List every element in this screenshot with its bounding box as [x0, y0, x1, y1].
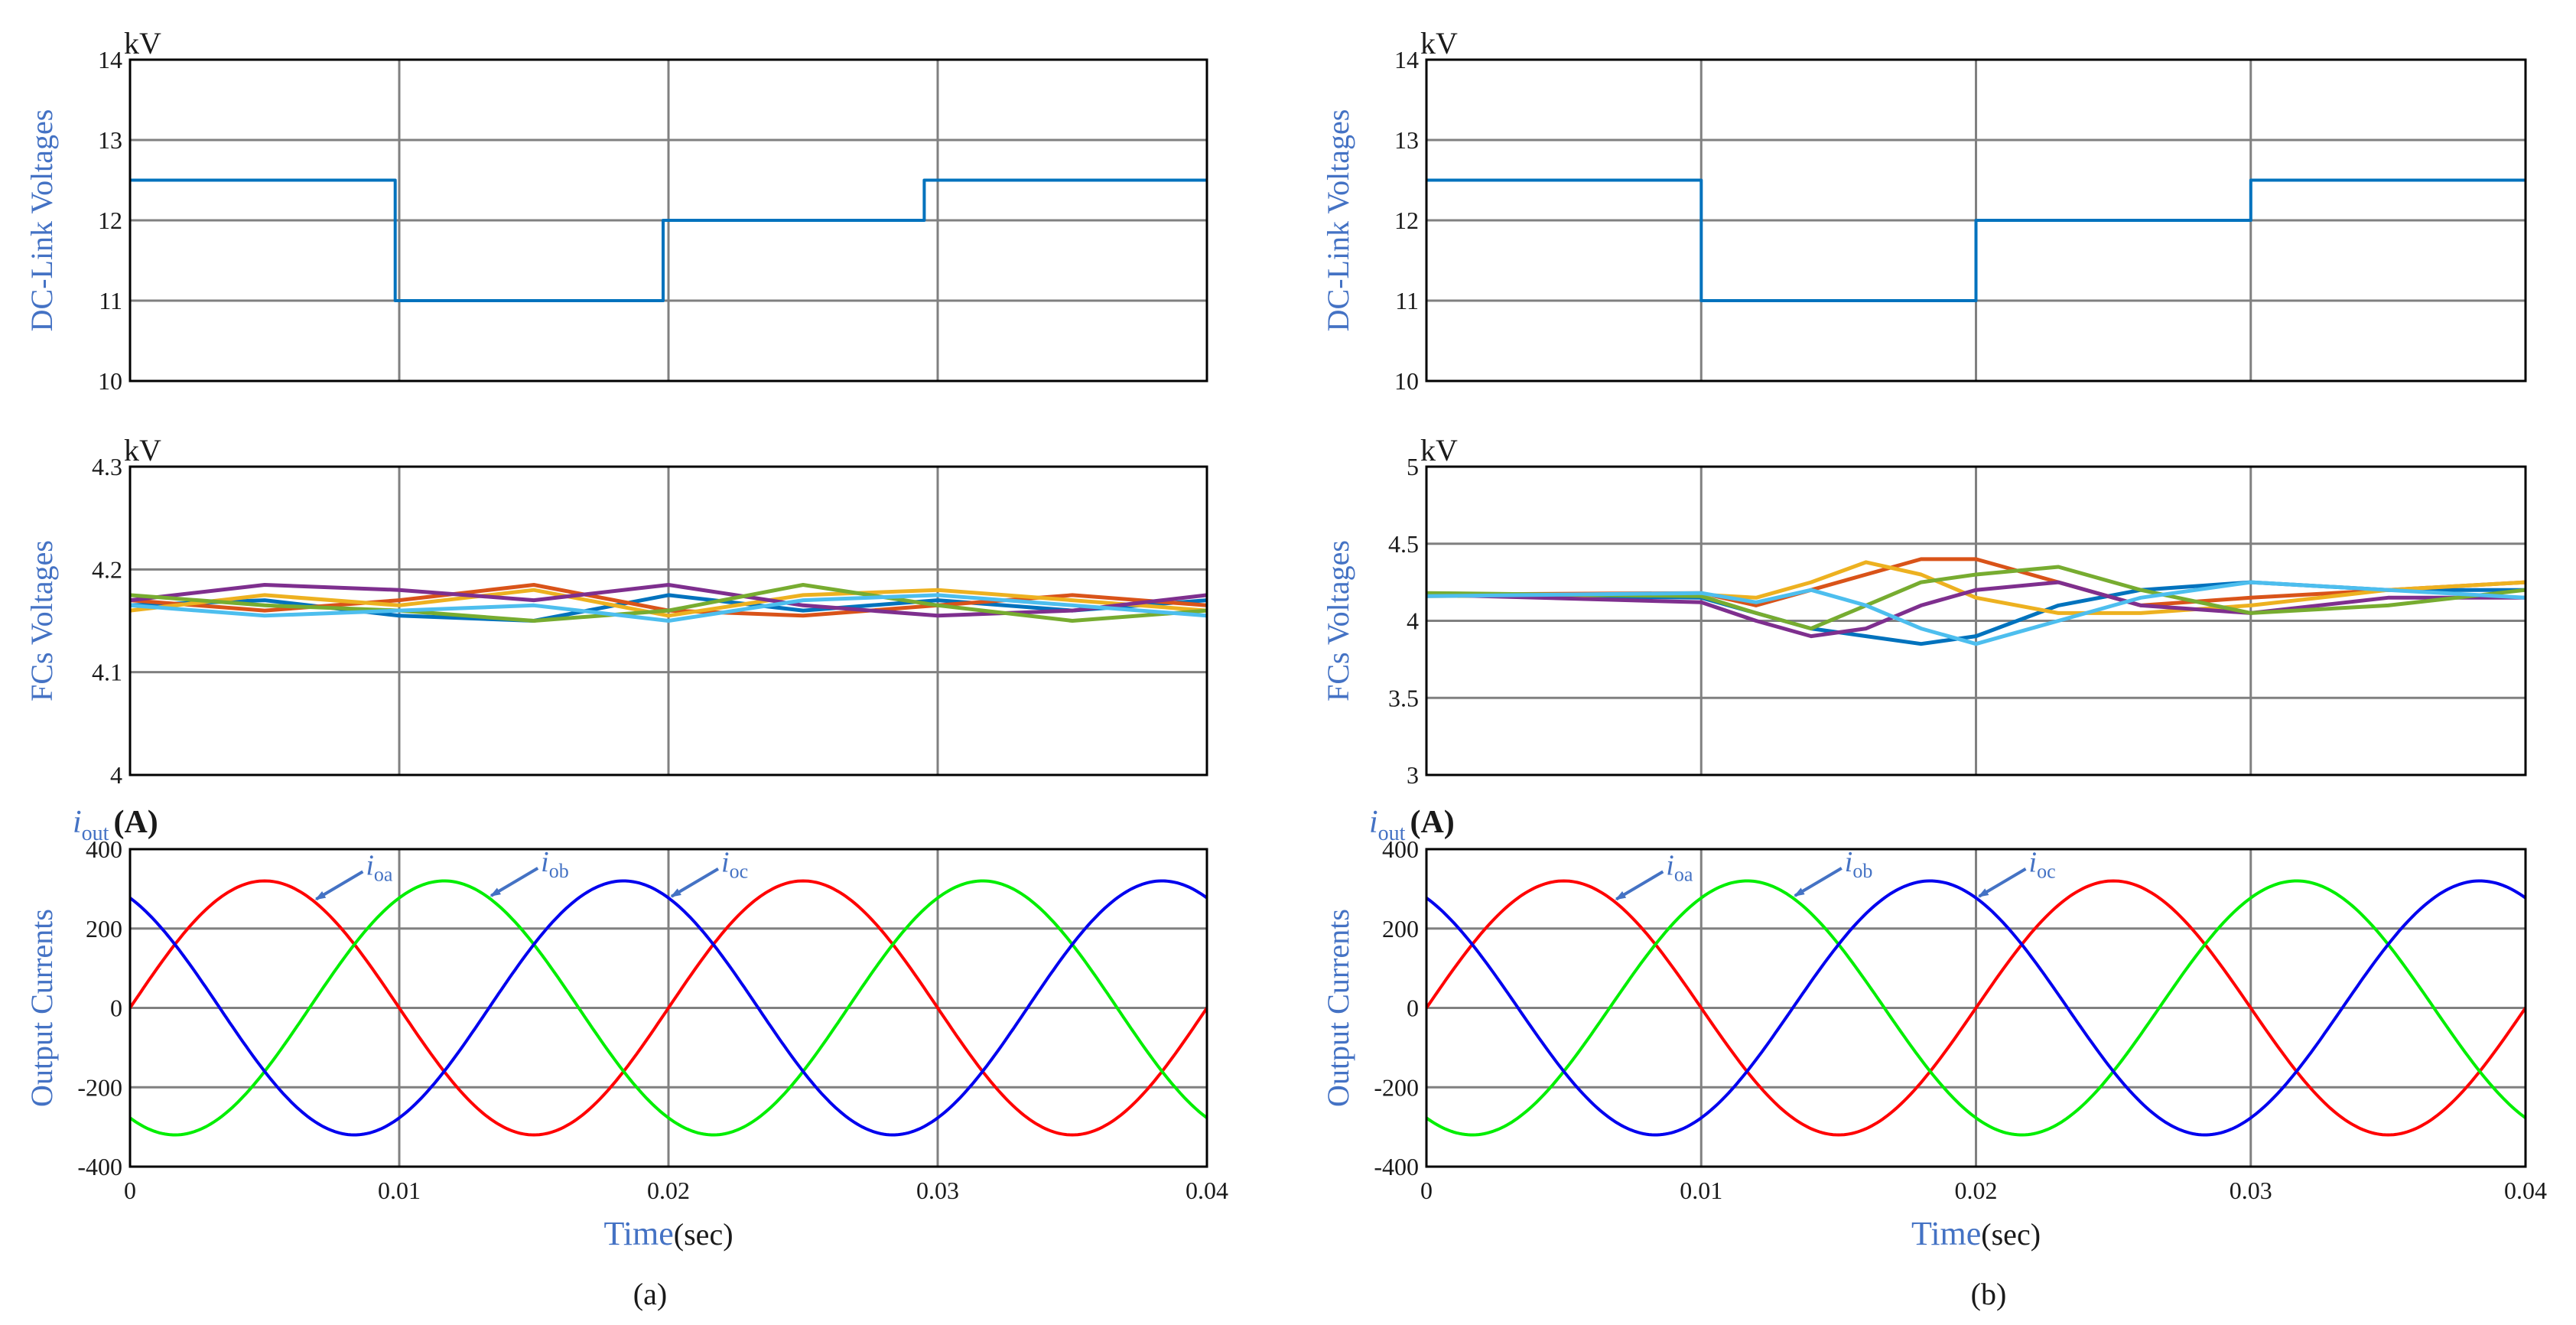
series-ia	[1425, 879, 2527, 1137]
annotation-ib: iob	[541, 846, 569, 882]
unit-label: iout (A)	[73, 805, 158, 845]
y-tick-label: -200	[77, 1073, 122, 1101]
y-tick-label: 10	[98, 367, 122, 395]
y-tick-label: 12	[1394, 207, 1419, 234]
y-axis-label: FCs Voltages	[24, 540, 59, 702]
unit-label: kV	[124, 433, 161, 467]
x-tick-label: 0	[124, 1177, 136, 1204]
y-tick-label: -400	[77, 1153, 122, 1180]
y-tick-label: 4.5	[1388, 530, 1419, 558]
annotation-arrow	[1977, 868, 2027, 898]
y-tick-label: 400	[86, 835, 122, 863]
y-tick-label: 12	[98, 207, 122, 234]
panel-b-2: 3 3.5 4 4.5 5 FCs Voltages kV	[1321, 433, 2527, 789]
y-tick-label: 200	[86, 915, 122, 942]
y-tick-label: 14	[1394, 46, 1419, 73]
x-tick-label: 0.02	[1955, 1177, 1998, 1204]
y-tick-label: 4.3	[92, 453, 122, 480]
y-tick-label: 5	[1407, 453, 1419, 480]
series-fc-2	[1426, 557, 2526, 607]
y-axis-label: DC-Link Voltages	[24, 109, 59, 332]
annotation-arrow	[1615, 870, 1664, 901]
panel-a-3: -400 -200 0 200 400 0 0.01 0.02 0.03 0.04 Time(sec…	[24, 805, 1228, 1252]
series-fc-5	[129, 583, 1208, 623]
y-axis-label: FCs Voltages	[1321, 540, 1355, 702]
series-fc-3	[129, 588, 1208, 618]
series-fc-4	[129, 583, 1208, 618]
series-fc-6	[1426, 580, 2526, 646]
series-ic	[128, 879, 1208, 1137]
y-tick-label: 11	[99, 287, 122, 314]
series-ia	[128, 879, 1208, 1137]
annotation-ic: ioc	[2029, 847, 2056, 883]
y-axis-label: Output Currents	[1321, 909, 1355, 1107]
y-axis-label: Output Currents	[24, 909, 59, 1107]
x-tick-label: 0.02	[647, 1177, 690, 1204]
panel-b-3: -400 -200 0 200 400 0 0.01 0.02 0.03 0.04 Time(sec…	[1321, 805, 2547, 1252]
x-tick-label: 0.01	[1680, 1177, 1722, 1204]
y-tick-label: 4	[110, 761, 122, 789]
annotation-ia: ioa	[1666, 849, 1693, 885]
y-tick-label: 14	[98, 46, 122, 73]
plot-frame	[1425, 465, 2527, 776]
panel-a-2: 4 4.1 4.2 4.3 FCs Voltages kV	[24, 433, 1208, 789]
y-tick-label: 4.1	[92, 659, 122, 686]
x-tick-label: 0.01	[378, 1177, 421, 1204]
y-tick-label: 13	[1394, 126, 1419, 154]
x-axis-label: Time(sec)	[603, 1215, 733, 1252]
plot-frame	[1425, 58, 2527, 383]
unit-label: kV	[1420, 433, 1458, 467]
y-tick-label: 4.2	[92, 555, 122, 583]
plot-frame	[1425, 848, 2527, 1168]
annotation-ib: iob	[1845, 846, 1873, 882]
y-axis-label: DC-Link Voltages	[1321, 109, 1355, 332]
series-ib	[1425, 879, 2527, 1137]
x-axis-label: Time(sec)	[1911, 1215, 2041, 1252]
y-tick-label: 400	[1382, 835, 1419, 863]
annotation-ia: ioa	[366, 849, 393, 885]
series-dc-link	[1426, 178, 2526, 302]
y-tick-label: 3	[1407, 761, 1419, 789]
annotation-arrow	[314, 870, 364, 901]
series-fc-6	[129, 593, 1208, 623]
y-tick-label: 13	[98, 126, 122, 154]
x-tick-label: 0	[1420, 1177, 1433, 1204]
plot-frame	[128, 58, 1208, 383]
panel-b-1: 10 11 12 13 14 DC-Link Voltages kV	[1321, 26, 2527, 395]
annotation-arrow	[670, 868, 720, 898]
panel-a-1: 10 11 12 13 14 DC-Link Voltages kV	[24, 26, 1208, 395]
series-ib	[128, 879, 1208, 1137]
series-dc-link	[130, 178, 1207, 302]
y-tick-label: -200	[1374, 1073, 1419, 1101]
x-tick-label: 0.03	[916, 1177, 959, 1204]
y-tick-label: 4	[1407, 607, 1419, 635]
series-fc-5	[1426, 565, 2526, 631]
y-tick-label: 200	[1382, 915, 1419, 942]
x-tick-label: 0.04	[1186, 1177, 1228, 1204]
caption-a: (a)	[633, 1277, 667, 1311]
annotation-arrow	[490, 867, 539, 897]
y-tick-label: 10	[1394, 367, 1419, 395]
caption-b: (b)	[1971, 1277, 2007, 1311]
unit-label: iout (A)	[1369, 805, 1455, 845]
plot-frame	[128, 848, 1208, 1168]
unit-label: kV	[124, 26, 161, 60]
y-tick-label: 0	[110, 995, 122, 1022]
y-tick-label: 11	[1395, 287, 1419, 314]
annotation-ic: ioc	[721, 847, 748, 883]
x-tick-label: 0.04	[2504, 1177, 2547, 1204]
y-tick-label: -400	[1374, 1153, 1419, 1180]
y-tick-label: 0	[1407, 995, 1419, 1022]
unit-label: kV	[1420, 26, 1458, 60]
x-tick-label: 0.03	[2230, 1177, 2272, 1204]
annotation-arrow	[1794, 867, 1843, 897]
plot-frame	[128, 465, 1208, 776]
series-ic	[1425, 879, 2527, 1137]
series-fc-3	[1426, 560, 2526, 615]
y-tick-label: 3.5	[1388, 684, 1419, 711]
